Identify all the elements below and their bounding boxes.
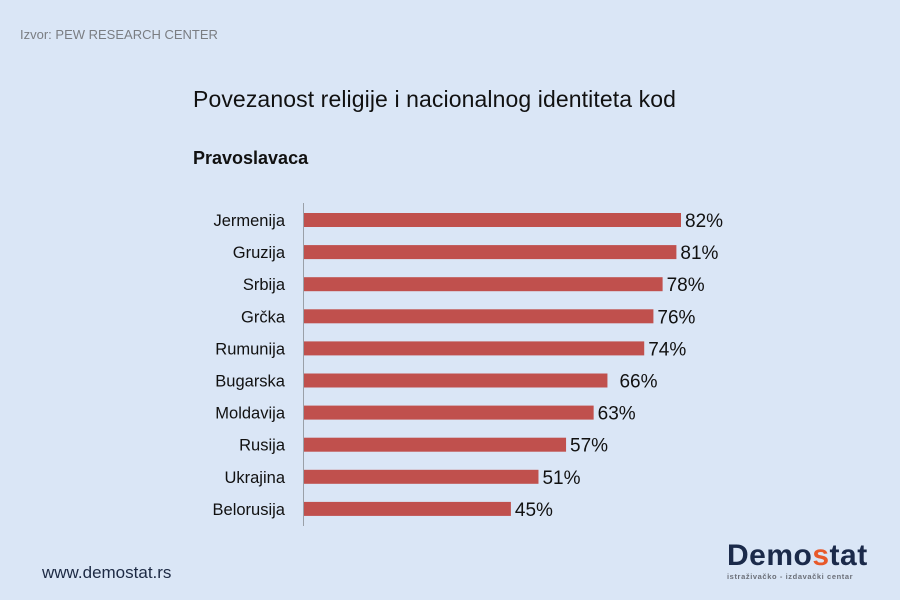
bar-5 (304, 373, 608, 388)
value-label: 81% (680, 243, 718, 264)
bar-3 (304, 309, 654, 324)
chart-title: Povezanost religije i nacionalnog identi… (193, 86, 677, 112)
logo-suffix: tat (829, 539, 868, 572)
value-label: 63% (598, 404, 636, 425)
footer-url[interactable]: www.demostat.rs (42, 563, 172, 582)
logo-accent: s (812, 539, 830, 572)
value-label: 74% (648, 339, 686, 360)
logo-tagline: istraživačko - izdavački centar (727, 572, 854, 581)
demostat-logo: Demostat istraživačko - izdavački centar (727, 541, 877, 582)
value-label: 76% (657, 307, 695, 328)
category-label: Srbija (243, 276, 286, 294)
bar-8 (304, 469, 539, 484)
value-label: 45% (515, 500, 553, 521)
bar-7 (304, 437, 567, 452)
value-label: 82% (685, 211, 723, 232)
bars-group: Jermenija 82% Gruzija 81% Srbija 78% Grčka 76% R… (213, 211, 724, 521)
category-label: Rusija (239, 437, 286, 455)
category-label: Bugarska (215, 373, 286, 391)
logo-prefix: Demo (727, 539, 813, 572)
logo-wordmark: Demostat (727, 541, 877, 571)
bar-2 (304, 277, 663, 292)
source-note: Izvor: PEW RESEARCH CENTER (20, 27, 218, 42)
bar-0 (304, 213, 681, 227)
bar-4 (304, 341, 645, 356)
category-label: Grčka (241, 308, 286, 326)
chart-subtitle: Pravoslavaca (193, 148, 309, 168)
category-label: Rumunija (215, 340, 286, 358)
bar-6 (304, 405, 594, 420)
category-label: Belorusija (213, 501, 286, 519)
bar-1 (304, 245, 677, 260)
category-label: Moldavija (215, 405, 286, 423)
value-label: 57% (570, 436, 608, 457)
value-label: 51% (542, 468, 580, 489)
category-label: Ukrajina (224, 469, 285, 487)
value-label: 78% (667, 275, 705, 296)
value-label: 66% (619, 372, 657, 393)
category-label: Jermenija (213, 212, 285, 230)
bar-9 (304, 501, 511, 516)
category-label: Gruzija (233, 244, 286, 262)
